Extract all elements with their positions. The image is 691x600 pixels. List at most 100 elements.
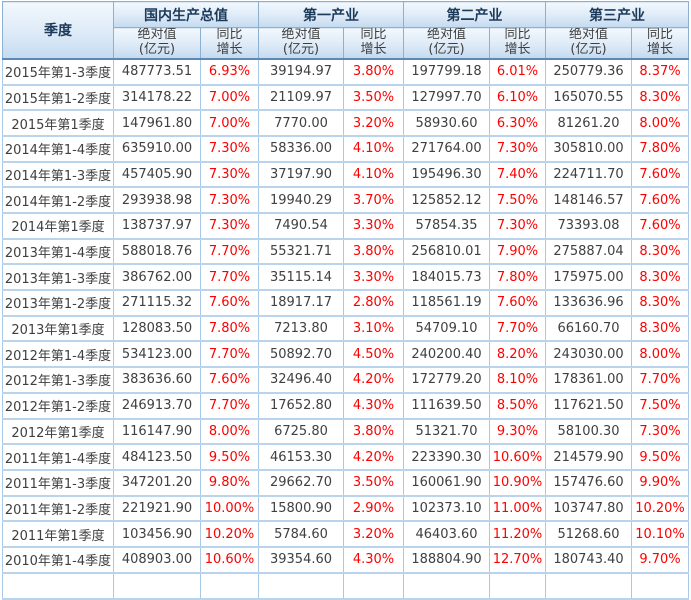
yoy-growth-cell: 6.01%	[489, 58, 546, 86]
col-group-gdp: 国内生产总值	[113, 1, 259, 28]
table-row: 2012年第1-3季度 383636.60 7.60% 32496.40 4.20% 17…	[2, 367, 689, 394]
yoy-growth-cell: 10.60%	[200, 546, 259, 574]
quarter-cell: 2012年第1-2季度	[2, 392, 114, 420]
absolute-value-cell: 35115.14	[258, 264, 344, 292]
absolute-value-cell: 347201.20	[113, 469, 201, 497]
table-row: 2012年第1-4季度 534123.00 7.70% 50892.70 4.50% 24…	[2, 341, 689, 369]
absolute-value-cell: 256810.01	[403, 238, 490, 266]
absolute-value-cell: 7213.80	[258, 315, 344, 343]
yoy-growth-cell: 8.20%	[489, 341, 546, 369]
yoy-growth-cell: 7.30%	[200, 161, 259, 189]
absolute-value-cell: 165070.55	[545, 84, 632, 112]
quarter-cell: 2014年第1-3季度	[2, 161, 114, 189]
absolute-value-label: 绝对值	[426, 27, 466, 42]
absolute-value-cell: 17652.80	[258, 392, 344, 420]
absolute-value-cell: 15800.90	[258, 495, 344, 523]
yoy-growth-cell: 7.30%	[200, 213, 259, 240]
yoy-label: 同比	[216, 27, 243, 42]
yoy-growth-cell: 3.20%	[343, 110, 404, 137]
yoy-growth-cell: 7.30%	[489, 135, 546, 163]
yoy-growth-cell: 9.70%	[631, 546, 689, 574]
table-row-partial	[2, 572, 689, 600]
unit-label: (亿元)	[428, 41, 465, 57]
absolute-value-label: 绝对值	[137, 27, 177, 42]
absolute-value-cell: 148146.57	[545, 187, 632, 214]
absolute-value-cell: 39354.60	[258, 546, 344, 574]
absolute-value-cell: 81261.20	[545, 110, 632, 137]
yoy-growth-cell: 11.20%	[489, 521, 546, 548]
yoy-growth-cell: 6.10%	[489, 84, 546, 112]
absolute-value-cell: 180743.40	[545, 546, 632, 574]
yoy-growth-cell: 10.90%	[489, 469, 546, 497]
table-row: 2014年第1-2季度 293938.98 7.30% 19940.29 3.70% 12…	[2, 187, 689, 214]
absolute-value-cell: 157476.60	[545, 469, 632, 497]
yoy-growth-cell: 8.10%	[489, 367, 546, 394]
yoy-growth-cell: 7.60%	[200, 367, 259, 394]
absolute-value-cell: 128083.50	[113, 315, 201, 343]
quarter-cell: 2015年第1季度	[2, 110, 114, 137]
quarter-cell: 2012年第1-3季度	[2, 367, 114, 394]
absolute-value-cell: 51268.60	[545, 521, 632, 548]
yoy-growth-cell: 7.30%	[489, 213, 546, 240]
table-row: 2012年第1季度 116147.90 8.00% 6725.80 3.80% 51321…	[2, 418, 689, 446]
table-row: 2015年第1-3季度 487773.51 6.93% 39194.97 3.80% 19…	[2, 58, 689, 86]
unit-label: (亿元)	[138, 41, 176, 57]
absolute-value-cell: 32496.40	[258, 367, 344, 394]
col-header-primary-absolute-value: 绝对值 (亿元)	[258, 26, 344, 60]
absolute-value-cell: 138737.97	[113, 213, 201, 240]
yoy-growth-cell	[631, 572, 689, 600]
quarter-cell: 2011年第1季度	[2, 521, 114, 548]
yoy-growth-cell: 7.70%	[200, 264, 259, 292]
absolute-value-cell: 116147.90	[113, 418, 201, 446]
absolute-value-cell: 55321.71	[258, 238, 344, 266]
growth-label: 增长	[504, 41, 531, 57]
quarter-cell: 2014年第1-2季度	[2, 187, 114, 214]
absolute-value-cell: 275887.04	[545, 238, 632, 266]
yoy-growth-cell: 7.40%	[489, 161, 546, 189]
col-group-tertiary-industry: 第三产业	[545, 1, 689, 28]
absolute-value-label: 绝对值	[568, 27, 608, 42]
quarter-cell: 2014年第1季度	[2, 213, 114, 240]
yoy-growth-cell: 10.00%	[200, 495, 259, 523]
absolute-value-cell: 383636.60	[113, 367, 201, 394]
quarter-cell: 2015年第1-3季度	[2, 58, 114, 86]
table-row: 2015年第1-2季度 314178.22 7.00% 21109.97 3.50% 12…	[2, 84, 689, 112]
yoy-growth-cell: 7.70%	[200, 238, 259, 266]
absolute-value-cell: 58930.60	[403, 110, 490, 137]
yoy-growth-cell: 7.30%	[200, 187, 259, 214]
yoy-growth-cell: 4.50%	[343, 341, 404, 369]
yoy-growth-cell: 8.30%	[631, 264, 689, 292]
absolute-value-cell: 111639.50	[403, 392, 490, 420]
absolute-value-cell: 7770.00	[258, 110, 344, 137]
yoy-growth-cell: 7.70%	[200, 341, 259, 369]
yoy-growth-cell: 4.20%	[343, 444, 404, 471]
yoy-growth-cell: 7.60%	[200, 290, 259, 317]
col-group-secondary-industry: 第二产业	[403, 1, 546, 28]
absolute-value-cell: 195496.30	[403, 161, 490, 189]
unit-label: (亿元)	[282, 41, 320, 57]
table-row: 2014年第1季度 138737.97 7.30% 7490.54 3.30% 57854…	[2, 213, 689, 240]
absolute-value-cell: 457405.90	[113, 161, 201, 189]
yoy-growth-cell: 10.60%	[489, 444, 546, 471]
absolute-value-cell: 133636.96	[545, 290, 632, 317]
yoy-growth-cell: 7.50%	[489, 187, 546, 214]
absolute-value-cell: 50892.70	[258, 341, 344, 369]
absolute-value-cell: 39194.97	[258, 58, 344, 86]
yoy-growth-cell: 7.90%	[489, 238, 546, 266]
yoy-growth-cell: 7.50%	[631, 392, 689, 420]
yoy-growth-cell: 9.50%	[200, 444, 259, 471]
col-header-tertiary-absolute-value: 绝对值 (亿元)	[545, 26, 632, 60]
absolute-value-cell	[258, 572, 344, 600]
quarter-cell: 2013年第1-3季度	[2, 264, 114, 292]
yoy-growth-cell: 2.90%	[343, 495, 404, 523]
absolute-value-cell: 588018.76	[113, 238, 201, 266]
absolute-value-cell: 147961.80	[113, 110, 201, 137]
yoy-growth-cell: 7.70%	[489, 315, 546, 343]
yoy-growth-cell: 8.37%	[631, 58, 689, 86]
absolute-value-cell: 5784.60	[258, 521, 344, 548]
yoy-growth-cell: 9.50%	[631, 444, 689, 471]
yoy-growth-cell: 4.30%	[343, 392, 404, 420]
growth-label: 增长	[360, 41, 387, 57]
quarter-cell: 2011年第1-4季度	[2, 444, 114, 471]
absolute-value-cell: 54709.10	[403, 315, 490, 343]
